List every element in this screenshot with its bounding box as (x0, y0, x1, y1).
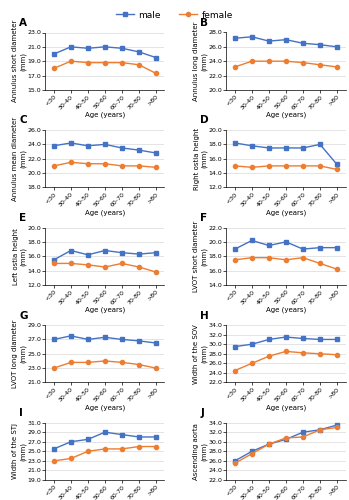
Text: E: E (19, 213, 26, 223)
Y-axis label: Annulus mean diameter
(mm): Annulus mean diameter (mm) (13, 116, 26, 201)
X-axis label: Age (years): Age (years) (266, 404, 306, 411)
X-axis label: Age (years): Age (years) (85, 404, 125, 411)
X-axis label: Age (years): Age (years) (85, 209, 125, 216)
Y-axis label: Right ostia height
(mm): Right ostia height (mm) (194, 128, 207, 190)
X-axis label: Age (years): Age (years) (85, 307, 125, 314)
Y-axis label: Annulus short diameter
(mm): Annulus short diameter (mm) (13, 20, 26, 102)
Text: H: H (200, 310, 209, 320)
Y-axis label: Ascending aorta
(mm): Ascending aorta (mm) (193, 423, 207, 480)
Text: D: D (200, 116, 209, 126)
Text: B: B (200, 18, 208, 28)
Y-axis label: Width of the STJ
(mm): Width of the STJ (mm) (13, 424, 26, 480)
Text: A: A (19, 18, 27, 28)
X-axis label: Age (years): Age (years) (266, 307, 306, 314)
X-axis label: Age (years): Age (years) (266, 112, 306, 118)
Y-axis label: Annulus long diameter
(mm): Annulus long diameter (mm) (193, 22, 207, 101)
Text: F: F (200, 213, 207, 223)
Y-axis label: Left ostia height
(mm): Left ostia height (mm) (13, 228, 26, 284)
Text: C: C (19, 116, 27, 126)
Y-axis label: Width of the SOV
(mm): Width of the SOV (mm) (193, 324, 207, 384)
Y-axis label: LVOT short diameter
(mm): LVOT short diameter (mm) (193, 220, 207, 292)
X-axis label: Age (years): Age (years) (266, 209, 306, 216)
X-axis label: Age (years): Age (years) (85, 112, 125, 118)
Text: I: I (19, 408, 23, 418)
Legend: male, female: male, female (112, 7, 237, 23)
Y-axis label: LVOT long diameter
(mm): LVOT long diameter (mm) (13, 320, 26, 388)
Text: G: G (19, 310, 28, 320)
Text: J: J (200, 408, 204, 418)
